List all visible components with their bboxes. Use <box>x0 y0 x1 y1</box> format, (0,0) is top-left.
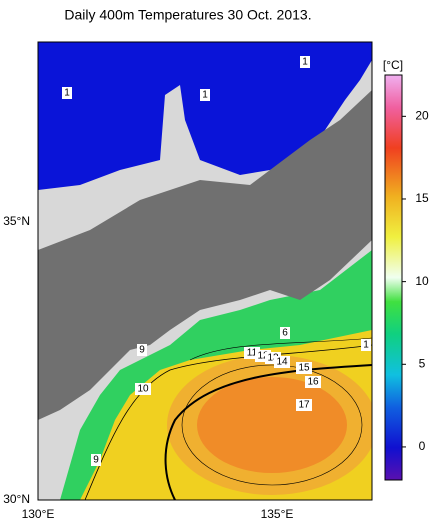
contour-label: 9 <box>93 455 99 466</box>
contour-label-box <box>91 454 101 466</box>
contour-label: 1 <box>302 57 308 68</box>
map <box>38 42 372 500</box>
contour-label: 6 <box>282 328 288 339</box>
contour-label: 14 <box>276 357 288 368</box>
colorbar-tick-label: 20 <box>415 108 429 122</box>
contour-label-box <box>361 339 371 351</box>
contour-label: 10 <box>137 384 149 395</box>
contour-label: 12 <box>257 351 269 362</box>
lon-label: 135°E <box>261 507 294 521</box>
contour-label-box <box>62 87 72 99</box>
contour-label: 1 <box>202 90 208 101</box>
contour-label-box <box>135 383 151 395</box>
colorbar <box>384 74 403 481</box>
warm-core <box>197 377 347 473</box>
colorbar-tick-label: 5 <box>419 356 426 370</box>
cold-sea <box>38 42 372 190</box>
contour-label-box <box>300 56 310 68</box>
contour-label: 11 <box>247 348 258 359</box>
contour-label-box <box>137 344 147 356</box>
colorbar-tick-label: 0 <box>419 439 426 453</box>
colorbar-tick-label: 10 <box>415 274 429 288</box>
contour-label: 1 <box>363 340 369 351</box>
title: Daily 400m Temperatures 30 Oct. 2013. <box>64 7 311 23</box>
colorbar-tick-label: 15 <box>415 191 429 205</box>
contour-label: 16 <box>307 377 319 388</box>
contour-label-box <box>305 376 321 388</box>
contour-label: 1 <box>64 88 70 99</box>
contour-label-box <box>280 327 290 339</box>
contour-label: 17 <box>298 400 310 411</box>
land <box>38 90 372 420</box>
lat-label: 35°N <box>3 214 30 228</box>
contour-label-box <box>200 89 210 101</box>
map-frame <box>37 41 373 501</box>
contour-label-box <box>274 356 290 368</box>
lat-label: 30°N <box>3 492 30 506</box>
contour-label-box <box>296 362 312 374</box>
contour-label: 15 <box>298 363 310 374</box>
colorbar-unit: [°C] <box>383 58 403 72</box>
contour-label: 9 <box>139 345 145 356</box>
lon-label: 130°E <box>22 507 55 521</box>
contour-label-box <box>296 399 312 411</box>
contour-label: 13 <box>267 353 279 364</box>
